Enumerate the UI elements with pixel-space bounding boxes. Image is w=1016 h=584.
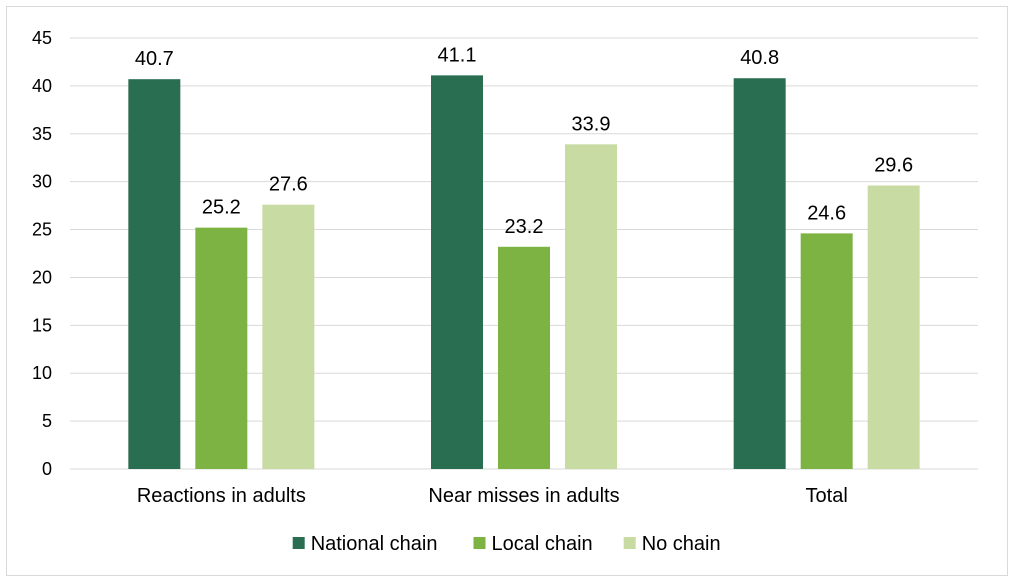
bar xyxy=(128,79,181,469)
bar xyxy=(431,75,483,469)
y-tick-label: 5 xyxy=(42,411,52,431)
data-label: 40.8 xyxy=(740,47,779,69)
bar xyxy=(262,204,315,470)
y-tick-label: 15 xyxy=(32,315,52,335)
y-tick-label: 0 xyxy=(42,459,52,479)
x-tick-label: Reactions in adults xyxy=(137,485,306,507)
data-label: 23.2 xyxy=(505,216,544,238)
y-tick-label: 25 xyxy=(32,220,52,240)
legend-label: Local chain xyxy=(492,533,593,555)
x-tick-label: Total xyxy=(806,485,848,507)
bar xyxy=(800,233,853,469)
bar xyxy=(498,246,550,469)
x-tick-label: Near misses in adults xyxy=(428,485,619,507)
y-tick-label: 20 xyxy=(32,267,52,287)
y-tick-label: 40 xyxy=(32,76,52,96)
data-label: 29.6 xyxy=(874,154,913,176)
data-label: 33.9 xyxy=(572,113,611,135)
y-tick-label: 35 xyxy=(32,124,52,144)
legend-swatch xyxy=(292,537,305,549)
data-label: 24.6 xyxy=(807,202,846,224)
bar xyxy=(195,227,248,469)
data-label: 27.6 xyxy=(269,174,308,196)
legend-swatch xyxy=(473,537,486,549)
data-label: 40.7 xyxy=(135,48,174,70)
y-tick-label: 10 xyxy=(32,363,52,383)
bar xyxy=(733,78,786,469)
legend-label: National chain xyxy=(311,533,438,555)
data-label: 25.2 xyxy=(202,197,241,219)
bar xyxy=(565,144,617,469)
data-label: 41.1 xyxy=(438,44,477,66)
legend-label: No chain xyxy=(642,533,721,555)
y-tick-label: 45 xyxy=(32,28,52,48)
legend-swatch xyxy=(623,537,636,549)
bar xyxy=(867,185,920,469)
y-tick-label: 30 xyxy=(32,172,52,192)
